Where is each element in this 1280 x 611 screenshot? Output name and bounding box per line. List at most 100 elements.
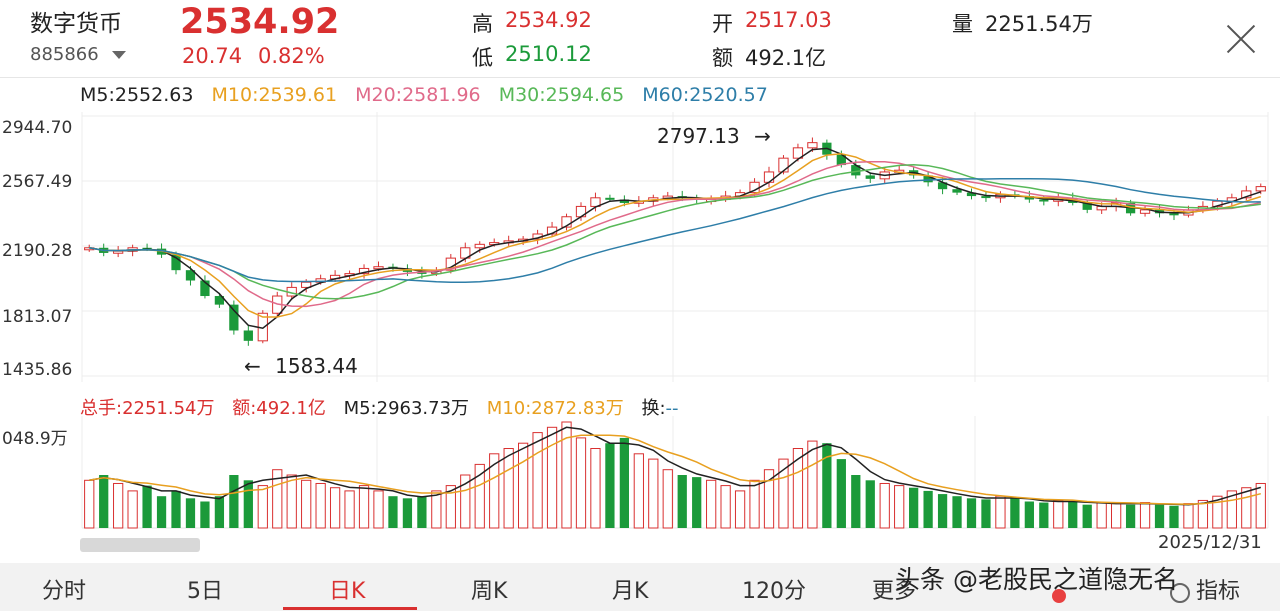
candle-body-up [474, 243, 485, 249]
candle-body-down [851, 165, 861, 176]
ma20-line [89, 161, 1261, 308]
vol-ma5-line [89, 426, 1262, 506]
volume-bar-up [879, 482, 890, 529]
volume-bar-up [1226, 490, 1237, 529]
volume-bar-up [532, 432, 543, 529]
volume-bar-down [1010, 498, 1020, 528]
candle-body-down [243, 330, 253, 341]
volume-bar-down [677, 475, 687, 528]
candle-body-up [561, 216, 572, 228]
volume-label: 量 [952, 12, 973, 36]
price-change-pct: 0.82% [258, 44, 325, 68]
ma5-line [89, 147, 1262, 330]
volume-bar-down [142, 485, 152, 528]
tab-120min[interactable]: 120分 [742, 579, 806, 604]
candle-body-down [171, 254, 181, 271]
volume-bar-up [373, 490, 384, 529]
vol-ma10-line [89, 434, 1261, 505]
volume-bar-down [923, 490, 933, 528]
price-chart[interactable] [0, 112, 1280, 384]
volume-bar-up [127, 490, 138, 529]
volume-bar-up [706, 479, 717, 529]
low-value: 2510.12 [505, 42, 592, 66]
volume-bar-up [113, 482, 124, 529]
low-annotation-value: 1583.44 [275, 354, 358, 378]
ma-lines [89, 147, 1262, 330]
stock-code-dropdown[interactable]: 885866 [30, 44, 127, 65]
volume-bar-up [329, 487, 341, 529]
volume-bar-down [1024, 501, 1034, 528]
header-divider [0, 77, 1280, 78]
volume-legend: 总手:2251.54万 额:492.1亿 M5:2963.73万 M10:287… [80, 394, 679, 420]
volume-bar-up [272, 469, 283, 529]
ma30-line [89, 163, 1261, 300]
watermark: 头条 @老股民之道隐无名 [895, 565, 1178, 594]
volume-bar-down [1082, 504, 1092, 528]
volume-value: 2251.54万 [985, 12, 1093, 36]
high-label: 高 [472, 12, 493, 36]
tab-more[interactable]: 更多 [872, 579, 917, 604]
ma10-line [89, 152, 1262, 318]
volume-bar-down [214, 496, 225, 528]
candle-body-down [417, 271, 427, 274]
candle-body-down [1082, 202, 1092, 210]
volume-bar-up [358, 485, 370, 529]
indicator-icon [1170, 583, 1190, 603]
ma30-label: M30:2594.65 [498, 84, 625, 106]
volume-bar-down [836, 459, 846, 528]
volume-bar-down [388, 496, 398, 528]
volume-ma-lines [89, 426, 1262, 506]
turnover-label: 换: [641, 398, 666, 419]
volume-bar-down [619, 437, 630, 528]
tab-intraday[interactable]: 分时 [42, 579, 87, 604]
volume-bar-up [995, 495, 1006, 529]
candle-body-down [966, 192, 977, 197]
volume-bar-up [662, 469, 673, 529]
volume-bar-up [1111, 503, 1122, 529]
candle-body-down [605, 197, 615, 200]
candle-body-up [763, 171, 775, 183]
active-tab-indicator [283, 607, 417, 610]
amount-label: 额 [712, 46, 733, 70]
tab-daily-k[interactable]: 日K [329, 579, 366, 604]
volume-bar-up [445, 485, 456, 529]
tab-5day[interactable]: 5日 [187, 579, 223, 604]
current-price: 2534.92 [180, 2, 340, 42]
candle-body-up [1255, 186, 1266, 192]
turnover-value: -- [665, 398, 679, 419]
tab-monthly-k[interactable]: 月K [612, 579, 649, 604]
candle-body-down [214, 296, 225, 305]
volume-bar-down [1125, 504, 1136, 528]
volume-bar-up [315, 482, 326, 529]
vol-total: 总手:2251.54万 [80, 398, 215, 419]
tab-indicators[interactable]: 指标 [1196, 579, 1241, 604]
ma5-label: M5:2552.63 [80, 84, 194, 106]
volume-bar-up [546, 426, 558, 529]
volume-bar-up [431, 490, 442, 529]
blurred-label [80, 538, 200, 552]
volume-bar-up [1096, 502, 1107, 529]
volume-bar-up [633, 453, 644, 529]
volume-bar-up [1255, 482, 1266, 529]
candle-body-up [807, 142, 818, 149]
volume-bar-down [1154, 504, 1165, 528]
candle-body-up [778, 157, 789, 173]
stock-name: 数字货币 [30, 11, 122, 37]
volume-bar-up [763, 469, 775, 529]
high-annotation: 2797.13 → [657, 124, 771, 148]
volume-bar-down [156, 496, 167, 528]
volume-bar-up [1212, 495, 1223, 529]
volume-bar-up [792, 448, 804, 529]
date-label: 2025/12/31 [1158, 532, 1262, 553]
y-tick-3: 2190.28 [2, 241, 73, 261]
volume-chart[interactable] [0, 416, 1280, 534]
volume-bar-down [402, 498, 413, 528]
close-icon[interactable] [1220, 18, 1262, 60]
volume-bar-down [865, 480, 875, 528]
volume-bar-down [605, 443, 615, 528]
vol-m5: M5:2963.73万 [343, 398, 470, 419]
volume-bar-up [1139, 502, 1151, 529]
volume-bar-down [981, 499, 991, 528]
tab-weekly-k[interactable]: 周K [471, 579, 508, 604]
candle-body-down [836, 154, 846, 166]
